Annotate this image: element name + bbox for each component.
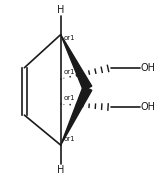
Text: OH: OH (140, 102, 155, 112)
Text: or1: or1 (64, 69, 76, 75)
Text: or1: or1 (64, 35, 76, 41)
Text: H: H (57, 165, 64, 175)
Text: OH: OH (140, 63, 155, 73)
Text: H: H (57, 5, 64, 15)
Text: or1: or1 (64, 95, 76, 101)
Polygon shape (61, 35, 92, 90)
Polygon shape (61, 86, 92, 145)
Text: or1: or1 (64, 136, 76, 142)
